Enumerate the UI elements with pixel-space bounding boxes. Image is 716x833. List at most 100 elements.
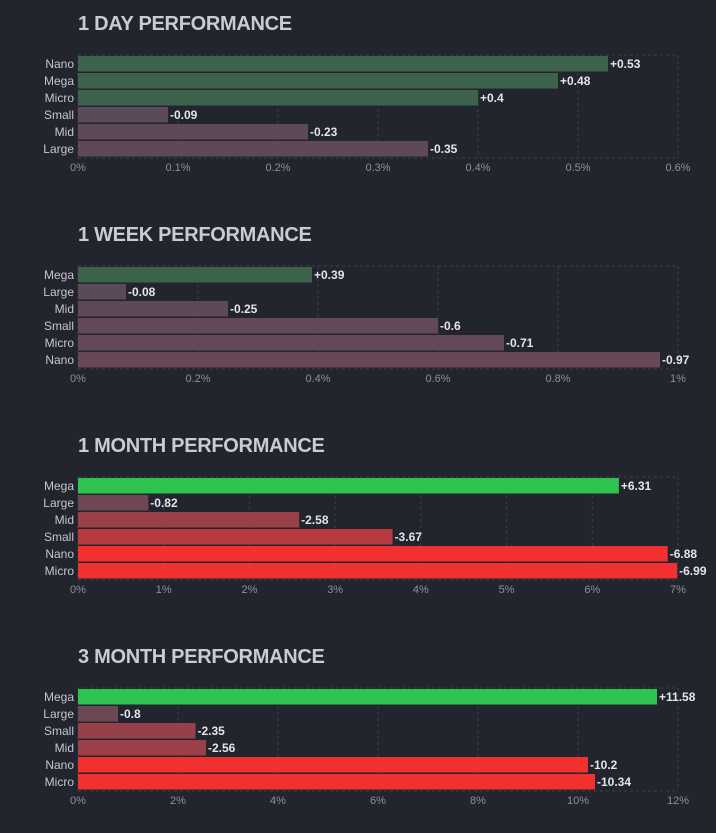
bar xyxy=(78,546,668,562)
category-label: Mega xyxy=(44,74,74,88)
value-label: -0.82 xyxy=(150,496,178,510)
x-tick-label: 0.1% xyxy=(165,162,190,174)
x-tick-label: 0.3% xyxy=(365,162,390,174)
bar-chart-1-day: Nano +0.53 Mega +0.48 Micro +0.4 Small -0.09 Mid… xyxy=(43,54,691,174)
x-tick-label: 6% xyxy=(584,584,600,596)
x-tick-label: 8% xyxy=(470,795,486,807)
category-label: Mega xyxy=(44,479,74,493)
value-label: -10.34 xyxy=(597,775,631,789)
bar xyxy=(78,478,619,494)
bar xyxy=(78,512,300,528)
bar xyxy=(78,56,608,72)
category-label: Mid xyxy=(55,125,74,139)
bar xyxy=(78,141,428,157)
x-tick-label: 1% xyxy=(670,373,686,385)
value-label: +0.53 xyxy=(610,57,641,71)
bar xyxy=(78,90,478,106)
category-label: Micro xyxy=(45,336,75,350)
category-label: Nano xyxy=(45,57,74,71)
bar xyxy=(78,73,558,89)
chart-title: 1 DAY PERFORMANCE xyxy=(78,13,292,35)
value-label: -0.97 xyxy=(662,353,690,367)
chart-panel-1-day: 1 DAY PERFORMANCE Nano +0.53 Mega +0.48 Micr… xyxy=(0,0,716,190)
category-label: Small xyxy=(44,319,74,333)
value-label: -0.35 xyxy=(430,142,458,156)
category-label: Mid xyxy=(55,513,74,527)
category-label: Small xyxy=(44,724,74,738)
x-tick-label: 4% xyxy=(413,584,429,596)
bar xyxy=(78,563,678,579)
bar xyxy=(78,352,660,368)
x-tick-label: 0% xyxy=(70,373,86,385)
category-label: Large xyxy=(43,496,74,510)
bar xyxy=(78,706,118,722)
chart-title: 1 WEEK PERFORMANCE xyxy=(78,224,312,246)
grid xyxy=(77,476,679,581)
category-label: Mega xyxy=(44,690,74,704)
value-label: -0.6 xyxy=(440,319,461,333)
value-label: -0.25 xyxy=(230,302,258,316)
x-tick-label: 0.4% xyxy=(305,373,330,385)
bar xyxy=(78,529,393,545)
x-tick-label: 3% xyxy=(327,584,343,596)
grid xyxy=(77,687,679,792)
x-tick-label: 12% xyxy=(667,795,689,807)
bar xyxy=(78,723,196,739)
value-label: -10.2 xyxy=(590,758,618,772)
category-label: Nano xyxy=(45,758,74,772)
category-label: Small xyxy=(44,108,74,122)
value-label: -2.35 xyxy=(198,724,226,738)
x-tick-label: 0.6% xyxy=(425,373,450,385)
x-tick-label: 4% xyxy=(270,795,286,807)
bar xyxy=(78,124,308,140)
category-label: Small xyxy=(44,530,74,544)
x-tick-label: 2% xyxy=(241,584,257,596)
value-label: -2.58 xyxy=(301,513,329,527)
bar-chart-1-month: Mega +6.31 Large -0.82 Mid -2.58 Small -3.67 Nan… xyxy=(43,476,707,596)
category-label: Micro xyxy=(45,91,75,105)
bar xyxy=(78,757,588,773)
chart-title: 3 MONTH PERFORMANCE xyxy=(78,646,325,668)
bar-chart-1-week: Mega +0.39 Large -0.08 Mid -0.25 Small -0.6 Micr… xyxy=(43,265,690,385)
chart-panel-3-month: 3 MONTH PERFORMANCE Mega +11.58 Large -0.8 S… xyxy=(0,633,716,823)
chart-panel-1-month: 1 MONTH PERFORMANCE Mega +6.31 Large -0.82 M… xyxy=(0,422,716,612)
value-label: -2.56 xyxy=(208,741,236,755)
value-label: -6.99 xyxy=(679,564,707,578)
value-label: +0.39 xyxy=(314,268,345,282)
bar xyxy=(78,284,126,300)
bar xyxy=(78,740,206,756)
chart-panel-1-week: 1 WEEK PERFORMANCE Mega +0.39 Large -0.08 Mi… xyxy=(0,211,716,401)
category-label: Mid xyxy=(55,741,74,755)
x-tick-label: 0.2% xyxy=(265,162,290,174)
x-tick-label: 0% xyxy=(70,795,86,807)
x-tick-label: 0% xyxy=(70,584,86,596)
x-tick-label: 10% xyxy=(567,795,589,807)
x-tick-label: 2% xyxy=(170,795,186,807)
bar xyxy=(78,335,504,351)
category-label: Micro xyxy=(45,775,75,789)
x-tick-label: 0.6% xyxy=(665,162,690,174)
grid xyxy=(77,54,679,159)
category-label: Mid xyxy=(55,302,74,316)
value-label: +0.48 xyxy=(560,74,591,88)
value-label: -0.09 xyxy=(170,108,198,122)
category-label: Nano xyxy=(45,547,74,561)
value-label: -0.71 xyxy=(506,336,534,350)
x-tick-label: 0.5% xyxy=(565,162,590,174)
bar xyxy=(78,267,312,283)
bar xyxy=(78,318,438,334)
x-tick-label: 0.8% xyxy=(545,373,570,385)
bar xyxy=(78,774,595,790)
category-label: Large xyxy=(43,142,74,156)
x-tick-label: 6% xyxy=(370,795,386,807)
grid xyxy=(77,265,679,370)
value-label: -3.67 xyxy=(395,530,423,544)
x-tick-label: 1% xyxy=(156,584,172,596)
category-label: Large xyxy=(43,707,74,721)
bar xyxy=(78,495,149,511)
value-label: +11.58 xyxy=(659,690,696,704)
value-label: -0.08 xyxy=(128,285,156,299)
category-label: Nano xyxy=(45,353,74,367)
x-tick-label: 0.4% xyxy=(465,162,490,174)
